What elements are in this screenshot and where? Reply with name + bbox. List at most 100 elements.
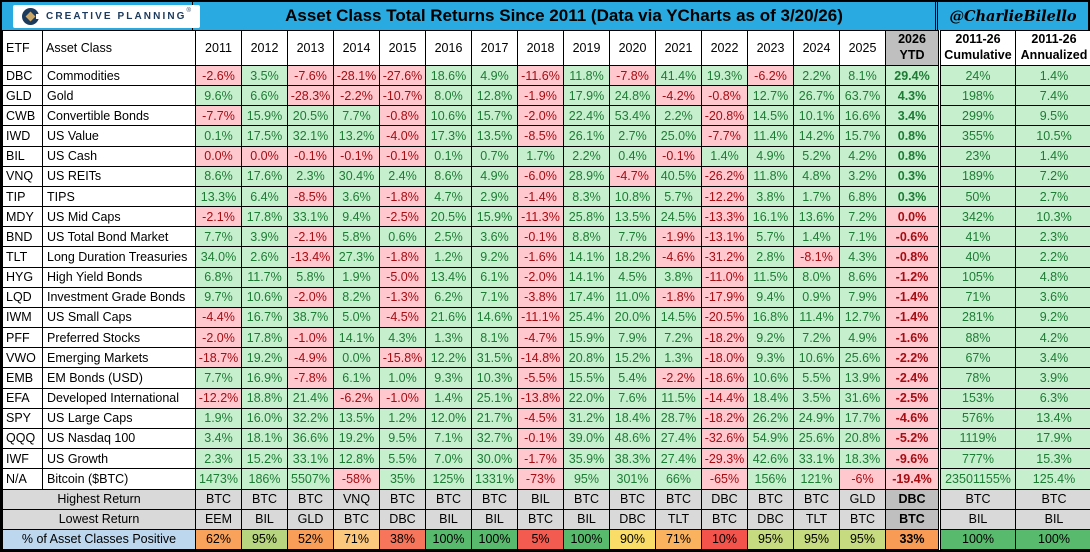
return-cell: -5.2% <box>885 427 940 449</box>
return-cell: 42.6% <box>747 447 794 470</box>
return-cell: -4.5% <box>379 306 426 329</box>
return-cell: 15.3% <box>1015 447 1090 470</box>
return-cell: 7.7% <box>195 367 242 389</box>
pct-positive-cell: 52% <box>287 528 334 551</box>
return-cell: 18.6% <box>425 64 472 87</box>
return-cell: -2.5% <box>379 206 426 228</box>
lowest-return-cell: BIL <box>563 508 610 530</box>
return-cell: 13.6% <box>793 206 840 228</box>
return-cell: 1119% <box>938 427 1016 449</box>
return-cell: 4.9% <box>471 64 518 87</box>
return-cell: 13.4% <box>425 266 472 288</box>
highest-return-cell: BTC <box>471 488 518 510</box>
return-cell: -13.1% <box>701 226 748 248</box>
return-cell: 48.6% <box>609 427 656 449</box>
etf-ticker: QQQ <box>2 427 43 449</box>
return-cell: -2.6% <box>195 64 242 87</box>
table-row: HYG High Yield Bonds 6.8% 11.7% 5.8% 1.9% -5.0… <box>2 266 1090 288</box>
column-header-year: 2016 <box>425 30 472 66</box>
return-cell: 3.9% <box>1015 367 1090 389</box>
return-cell: -2.2% <box>655 367 702 389</box>
pct-positive-cell: 95% <box>793 528 840 551</box>
return-cell: 10.3% <box>1015 206 1090 228</box>
return-cell: 2.2% <box>563 145 610 167</box>
return-cell: -13.3% <box>701 206 748 228</box>
return-cell: 13.9% <box>839 367 886 389</box>
return-cell: 17.6% <box>241 165 288 187</box>
return-cell: 14.1% <box>563 246 610 268</box>
return-cell: 14.6% <box>471 306 518 329</box>
table-row: EMB EM Bonds (USD) 7.7% 16.9% -7.8% 6.1% 1.0% 9… <box>2 367 1090 389</box>
return-cell: 16.7% <box>241 306 288 329</box>
logo-section: CREATIVE PLANNING ® <box>2 2 200 30</box>
return-cell: 5507% <box>287 468 334 490</box>
table-footer: Highest Return BTC BTC BTC VNQ BTC BTC BTC BIL BT… <box>2 488 1090 551</box>
return-cell: -18.7% <box>195 347 242 369</box>
return-cell: -58% <box>333 468 380 490</box>
return-cell: -2.0% <box>517 105 564 127</box>
return-cell: 125% <box>425 468 472 490</box>
asset-class-name: Preferred Stocks <box>42 327 196 349</box>
return-cell: 9.3% <box>425 367 472 389</box>
highest-return-cell: BTC <box>609 488 656 510</box>
lowest-return-cell: TLT <box>655 508 702 530</box>
table-body: DBC Commodities -2.6% 3.5% -7.6% -28.1% -27.6%… <box>2 64 1090 490</box>
return-cell: 125.4% <box>1015 468 1090 490</box>
return-cell: -11.1% <box>517 306 564 329</box>
return-cell: 0.9% <box>793 286 840 308</box>
return-cell: 21.4% <box>287 387 334 409</box>
return-cell: -4.6% <box>655 246 702 268</box>
return-cell: -1.9% <box>517 85 564 107</box>
return-cell: 0.3% <box>885 185 940 208</box>
title-section: Asset Class Total Returns Since 2011 (Da… <box>193 2 938 30</box>
return-cell: 20.5% <box>425 206 472 228</box>
return-cell: -28.1% <box>333 64 380 87</box>
page-title: Asset Class Total Returns Since 2011 (Da… <box>285 6 843 25</box>
highest-return-row: Highest Return BTC BTC BTC VNQ BTC BTC BTC BIL BT… <box>2 488 1090 510</box>
lowest-return-label: Lowest Return <box>2 508 196 530</box>
return-cell: -2.5% <box>885 387 940 409</box>
etf-ticker: PFF <box>2 327 43 349</box>
lowest-return-cell: DBC <box>379 508 426 530</box>
return-cell: 66% <box>655 468 702 490</box>
pct-positive-cell: 90% <box>609 528 656 551</box>
return-cell: 7.2% <box>839 206 886 228</box>
return-cell: -2.0% <box>195 327 242 349</box>
etf-ticker: DBC <box>2 64 43 87</box>
return-cell: -2.4% <box>885 367 940 389</box>
asset-class-name: US Value <box>42 125 196 147</box>
return-cell: -0.1% <box>517 226 564 248</box>
column-header-year: 2023 <box>747 30 794 66</box>
return-cell: 9.7% <box>195 286 242 308</box>
highest-return-cell: BTC <box>655 488 702 510</box>
asset-class-name: Convertible Bonds <box>42 105 196 127</box>
return-cell: 67% <box>938 347 1016 369</box>
column-header-etf: ETF <box>2 30 43 66</box>
return-cell: 29.4% <box>885 64 940 87</box>
highest-return-cell: BTC <box>287 488 334 510</box>
return-cell: 28.9% <box>563 165 610 187</box>
return-cell: -32.6% <box>701 427 748 449</box>
return-cell: 1.3% <box>425 327 472 349</box>
return-cell: 6.4% <box>241 185 288 208</box>
return-cell: -28.3% <box>287 85 334 107</box>
return-cell: 0.0% <box>195 145 242 167</box>
logo-text: CREATIVE PLANNING <box>46 10 187 22</box>
table-row: GLD Gold 9.6% 6.6% -28.3% -2.2% -10.7% 8.0% 12.8… <box>2 85 1090 107</box>
return-cell: 23% <box>938 145 1016 167</box>
return-cell: -15.8% <box>379 347 426 369</box>
return-cell: 40.5% <box>655 165 702 187</box>
return-cell: 1.7% <box>793 185 840 208</box>
return-cell: 3.5% <box>793 387 840 409</box>
return-cell: -3.8% <box>517 286 564 308</box>
return-cell: -8.5% <box>287 185 334 208</box>
return-cell: -4.0% <box>379 125 426 147</box>
etf-ticker: BND <box>2 226 43 248</box>
return-cell: -29.3% <box>701 447 748 470</box>
return-cell: 16.8% <box>747 306 794 329</box>
table-row: VWO Emerging Markets -18.7% 19.2% -4.9% 0.0% -… <box>2 347 1090 369</box>
return-cell: -2.0% <box>287 286 334 308</box>
return-cell: 8.6% <box>425 165 472 187</box>
return-cell: 342% <box>938 206 1016 228</box>
